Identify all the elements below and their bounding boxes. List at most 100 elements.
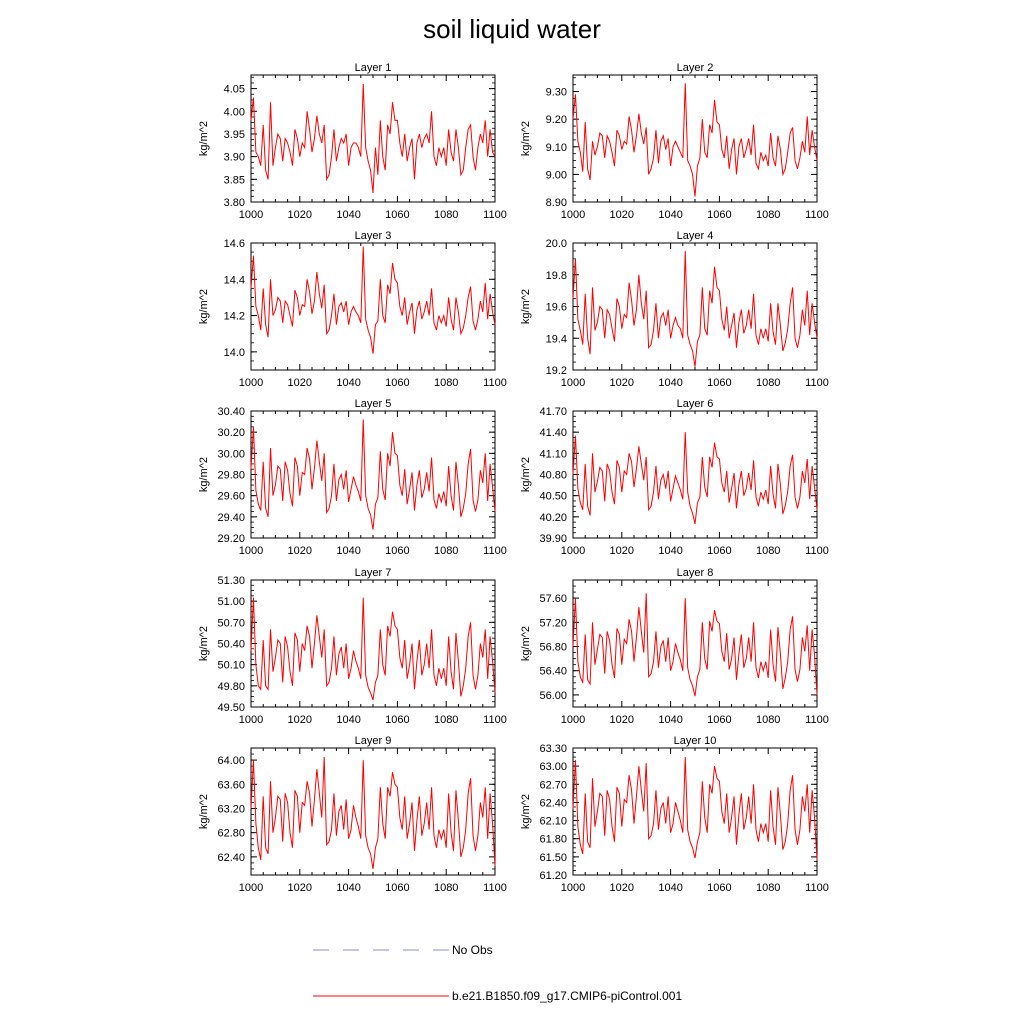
x-tick-label: 1100 bbox=[483, 714, 507, 726]
x-tick-label: 1080 bbox=[434, 545, 458, 557]
panel-title: Layer 4 bbox=[677, 230, 714, 242]
x-tick-label: 1000 bbox=[561, 545, 585, 557]
x-tick-label: 1080 bbox=[756, 882, 780, 894]
y-tick-label: 14.4 bbox=[224, 274, 245, 286]
legend: No Obs b.e21.B1850.f09_g17.CMIP6-piContro… bbox=[313, 943, 682, 1003]
y-axis-label: kg/m^2 bbox=[520, 794, 532, 829]
y-tick-label: 19.6 bbox=[546, 302, 567, 314]
series-line bbox=[572, 250, 818, 367]
legend-label-no-obs: No Obs bbox=[452, 943, 493, 957]
y-tick-label: 50.10 bbox=[217, 660, 245, 672]
y-tick-label: 41.40 bbox=[539, 427, 567, 439]
y-tick-label: 56.80 bbox=[539, 642, 567, 654]
x-tick-label: 1000 bbox=[239, 714, 263, 726]
x-tick-label: 1080 bbox=[434, 882, 458, 894]
y-tick-label: 63.60 bbox=[217, 779, 245, 791]
x-tick-label: 1000 bbox=[239, 545, 263, 557]
chart-panel-7: Layer 7 kg/m^2 1000 1020 1040 1060 1080 1100 49.… bbox=[198, 567, 507, 726]
series-line bbox=[572, 593, 818, 697]
y-tick-label: 9.00 bbox=[546, 169, 567, 181]
y-tick-label: 57.60 bbox=[539, 593, 567, 605]
y-tick-label: 62.70 bbox=[539, 779, 567, 791]
x-tick-label: 1040 bbox=[658, 377, 682, 389]
plot-frame bbox=[572, 74, 818, 203]
y-axis-label: kg/m^2 bbox=[520, 457, 532, 492]
series-line bbox=[572, 83, 818, 197]
panel-title: Layer 2 bbox=[677, 62, 714, 74]
y-tick-label: 56.00 bbox=[539, 690, 567, 702]
y-tick-label: 62.40 bbox=[217, 852, 245, 864]
x-tick-label: 1080 bbox=[434, 714, 458, 726]
y-axis-label: kg/m^2 bbox=[198, 626, 210, 661]
chart-panel-3: Layer 3 kg/m^2 1000 1020 1040 1060 1080 1100 14.… bbox=[198, 230, 507, 389]
y-tick-label: 29.80 bbox=[217, 470, 245, 482]
y-tick-label: 19.4 bbox=[546, 333, 567, 345]
x-tick-label: 1100 bbox=[805, 545, 829, 557]
x-tick-label: 1100 bbox=[805, 209, 829, 221]
x-tick-label: 1020 bbox=[288, 714, 312, 726]
x-tick-label: 1000 bbox=[561, 714, 585, 726]
y-tick-label: 62.40 bbox=[539, 797, 567, 809]
x-tick-label: 1020 bbox=[288, 209, 312, 221]
chart-panel-2: Layer 2 kg/m^2 1000 1020 1040 1060 1080 1100 8.9… bbox=[520, 62, 829, 221]
figure-title: soil liquid water bbox=[423, 14, 601, 44]
y-tick-label: 63.00 bbox=[539, 761, 567, 773]
chart-panel-1: Layer 1 kg/m^2 1000 1020 1040 1060 1080 1100 3.8… bbox=[198, 62, 507, 221]
y-tick-label: 51.00 bbox=[217, 596, 245, 608]
plot-frame bbox=[572, 242, 818, 371]
panel-title: Layer 5 bbox=[355, 398, 392, 410]
x-tick-label: 1020 bbox=[610, 714, 634, 726]
x-tick-label: 1020 bbox=[288, 882, 312, 894]
y-tick-label: 20.0 bbox=[546, 238, 567, 250]
x-tick-label: 1040 bbox=[658, 882, 682, 894]
y-tick-label: 4.00 bbox=[224, 106, 245, 118]
y-tick-label: 40.50 bbox=[539, 491, 567, 503]
y-axis-label: kg/m^2 bbox=[520, 626, 532, 661]
y-axis-label: kg/m^2 bbox=[520, 289, 532, 324]
plot-frame bbox=[250, 747, 496, 876]
x-tick-label: 1100 bbox=[483, 377, 507, 389]
x-tick-label: 1100 bbox=[805, 714, 829, 726]
x-tick-label: 1000 bbox=[561, 882, 585, 894]
y-tick-label: 14.2 bbox=[224, 311, 245, 323]
series-line bbox=[572, 757, 818, 860]
y-tick-label: 8.90 bbox=[546, 197, 567, 209]
y-tick-label: 61.80 bbox=[539, 834, 567, 846]
x-tick-label: 1100 bbox=[483, 209, 507, 221]
y-tick-label: 41.70 bbox=[539, 406, 567, 418]
y-axis-label: kg/m^2 bbox=[520, 121, 532, 156]
x-tick-label: 1080 bbox=[434, 209, 458, 221]
y-tick-label: 3.90 bbox=[224, 152, 245, 164]
y-tick-label: 51.30 bbox=[217, 575, 245, 587]
x-tick-label: 1100 bbox=[483, 882, 507, 894]
y-tick-label: 50.70 bbox=[217, 617, 245, 629]
series-line bbox=[250, 84, 496, 193]
y-axis-label: kg/m^2 bbox=[198, 794, 210, 829]
x-tick-label: 1100 bbox=[805, 882, 829, 894]
x-tick-label: 1060 bbox=[385, 377, 409, 389]
x-tick-label: 1060 bbox=[707, 714, 731, 726]
y-tick-label: 56.40 bbox=[539, 666, 567, 678]
x-tick-label: 1020 bbox=[610, 882, 634, 894]
chart-panel-10: Layer 10 kg/m^2 1000 1020 1040 1060 1080 1100 61… bbox=[520, 735, 829, 894]
y-tick-label: 39.90 bbox=[539, 533, 567, 545]
y-tick-label: 63.20 bbox=[217, 803, 245, 815]
series-line bbox=[250, 419, 496, 530]
y-tick-label: 61.20 bbox=[539, 870, 567, 882]
x-tick-label: 1080 bbox=[756, 545, 780, 557]
y-tick-label: 61.50 bbox=[539, 852, 567, 864]
x-tick-label: 1060 bbox=[385, 545, 409, 557]
chart-panel-4: Layer 4 kg/m^2 1000 1020 1040 1060 1080 1100 19.… bbox=[520, 230, 829, 389]
panel-title: Layer 7 bbox=[355, 567, 392, 579]
panel-title: Layer 1 bbox=[355, 62, 392, 74]
y-tick-label: 19.8 bbox=[546, 270, 567, 282]
x-tick-label: 1100 bbox=[483, 545, 507, 557]
y-tick-label: 9.20 bbox=[546, 114, 567, 126]
y-tick-label: 14.0 bbox=[224, 347, 245, 359]
chart-panel-6: Layer 6 kg/m^2 1000 1020 1040 1060 1080 1100 39.… bbox=[520, 398, 829, 557]
x-tick-label: 1020 bbox=[610, 377, 634, 389]
x-tick-label: 1000 bbox=[239, 882, 263, 894]
panel-title: Layer 6 bbox=[677, 398, 714, 410]
y-tick-label: 29.60 bbox=[217, 491, 245, 503]
